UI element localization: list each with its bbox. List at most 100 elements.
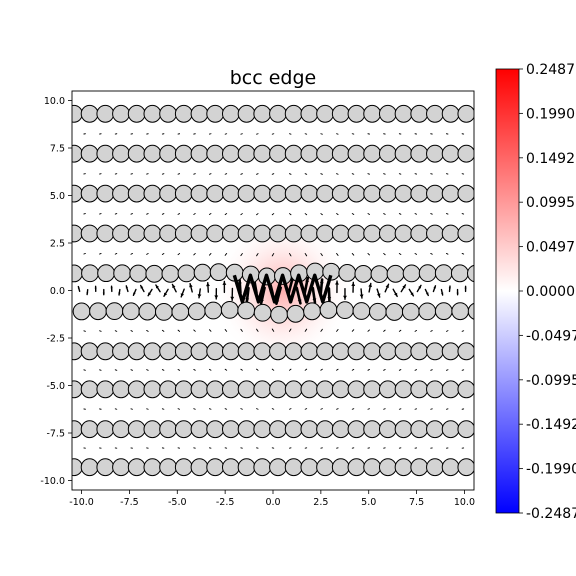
displacement-arrow — [414, 408, 418, 410]
displacement-arrow — [304, 328, 308, 332]
displacement-arrow — [320, 213, 323, 216]
displacement-arrow — [383, 173, 386, 175]
displacement-arrow — [398, 252, 402, 256]
displacement-arrow — [304, 173, 308, 175]
displacement-arrow — [177, 252, 181, 256]
atom — [401, 302, 420, 321]
y-tick-label: 7.5 — [50, 144, 65, 155]
displacement-arrow — [130, 173, 133, 175]
displacement-arrow — [376, 288, 381, 298]
atom — [378, 342, 397, 361]
atom — [410, 184, 429, 203]
displacement-arrow — [180, 288, 185, 298]
x-tick-label: 0.0 — [265, 497, 280, 508]
colorbar-tick-label: 0.0000 — [526, 284, 575, 300]
colorbar-tick-label: 0.1492 — [526, 151, 575, 167]
atom — [402, 264, 421, 283]
atom — [316, 184, 334, 203]
displacement-arrow — [445, 133, 449, 135]
atom — [434, 264, 453, 283]
displacement-arrow — [125, 285, 129, 293]
y-axis: 10.0 7.5 5.0 2.5 0.0 -2.5 -5.0 -7.5 -10.0 — [40, 96, 72, 487]
atom — [284, 342, 303, 361]
atom — [370, 265, 389, 283]
displacement-arrow — [430, 213, 433, 215]
atom — [206, 380, 225, 399]
atom — [237, 104, 256, 123]
atom — [174, 342, 193, 361]
displacement-arrow — [304, 447, 308, 449]
atom — [457, 458, 474, 477]
atom — [269, 144, 287, 163]
displacement-arrow — [271, 408, 275, 410]
atom — [159, 104, 177, 123]
atom — [378, 144, 397, 163]
atom — [190, 458, 209, 477]
atom — [410, 380, 429, 399]
atom — [97, 264, 115, 283]
atom — [206, 104, 225, 123]
atom — [394, 184, 413, 203]
displacement-arrow — [161, 252, 165, 255]
displacement-arrow — [240, 328, 243, 332]
atom — [316, 144, 334, 163]
displacement-arrow — [224, 213, 228, 216]
displacement-arrow — [99, 447, 102, 449]
displacement-arrow — [445, 252, 449, 255]
atom — [441, 144, 460, 163]
atom — [122, 302, 140, 321]
atom — [284, 104, 303, 123]
atom — [300, 224, 319, 243]
dislocation-core — [232, 273, 333, 304]
atom — [441, 184, 460, 203]
displacement-arrow — [367, 173, 370, 175]
colorbar: 0.2487 0.1990 0.1492 0.0995 0.0497 0.0000 -0.0… — [495, 62, 576, 522]
displacement-arrow — [114, 213, 118, 215]
x-tick-label: 10.0 — [454, 497, 475, 508]
atom — [190, 342, 209, 361]
atom — [467, 264, 474, 283]
atom — [316, 458, 334, 477]
displacement-arrow — [130, 133, 133, 135]
atom — [410, 342, 429, 361]
atom — [221, 420, 240, 439]
displacement-arrow — [193, 133, 196, 135]
displacement-arrow — [99, 330, 102, 332]
atom — [316, 342, 334, 361]
displacement-arrow — [110, 285, 113, 293]
displacement-arrow — [320, 368, 323, 371]
x-tick-label: -7.5 — [120, 497, 139, 508]
displacement-arrow — [130, 252, 133, 255]
displacement-arrow — [271, 252, 275, 257]
atom — [284, 380, 303, 399]
displacement-arrow — [130, 447, 133, 449]
displacement-arrow — [83, 133, 86, 135]
displacement-arrow — [430, 447, 433, 449]
atom — [161, 264, 180, 283]
atom — [237, 458, 256, 477]
displacement-arrow — [177, 213, 181, 215]
atom — [159, 458, 177, 477]
atom — [284, 420, 303, 439]
atom — [96, 144, 115, 163]
atom — [145, 264, 164, 283]
atom — [378, 458, 397, 477]
displacement-arrow — [256, 252, 259, 257]
atom — [352, 302, 371, 320]
atom — [159, 184, 177, 203]
displacement-arrow — [114, 252, 118, 255]
atom — [221, 144, 240, 163]
atom — [363, 342, 382, 361]
atom — [300, 420, 319, 439]
displacement-arrow — [240, 213, 243, 216]
displacement-arrow — [440, 288, 444, 296]
displacement-arrow — [161, 173, 165, 175]
displacement-arrow — [351, 368, 355, 371]
displacement-arrow — [295, 286, 302, 305]
atom — [426, 144, 444, 163]
displacement-arrow — [367, 447, 370, 449]
atom — [418, 264, 437, 283]
displacement-arrow — [86, 288, 89, 296]
atom — [253, 458, 272, 477]
atom — [457, 144, 474, 163]
